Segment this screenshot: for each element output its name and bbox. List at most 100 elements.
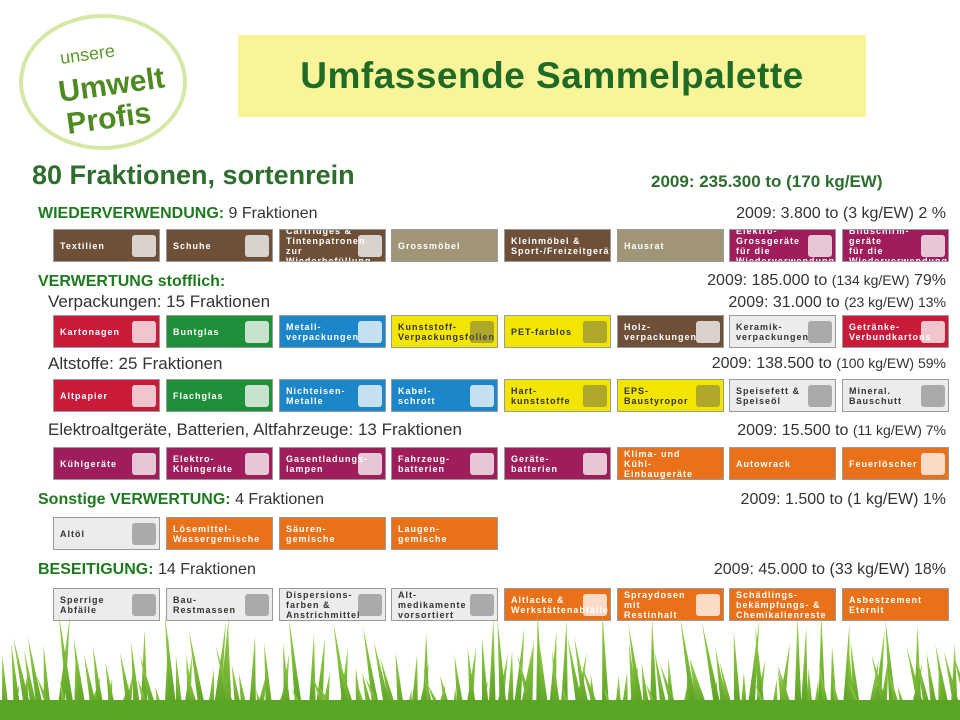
- subsection-altstoffe-stat-main: 2009: 138.500 to: [711, 355, 832, 372]
- grass-blade: [308, 633, 316, 720]
- glass-pane-icon: [245, 385, 269, 407]
- tile-label: EPS- Baustyropor: [624, 385, 689, 406]
- fridge-icon: [132, 453, 156, 475]
- section-beseitigung-title: BESEITIGUNG:: [38, 561, 154, 578]
- tile-label: Spraydosen mit Restinhalt: [624, 589, 686, 620]
- section-sonstige-heading: Sonstige VERWERTUNG: 4 Fraktionen: [38, 491, 324, 509]
- subsection-verpackungen-stat-small: (23 kg/EW) 13%: [844, 294, 946, 310]
- subsection-verpackungen-title: Verpackungen: 15 Fraktionen: [48, 292, 271, 311]
- grass-blade: [363, 626, 382, 720]
- subsection-verpackungen-stat: 2009: 31.000 to (23 kg/EW) 13%: [728, 294, 946, 312]
- tile-row5-3: Säuren- gemische: [279, 517, 386, 550]
- tile-label: Alt- medikamente vorsortiert: [398, 589, 467, 620]
- page-title: Umfassende Sammelpalette: [300, 55, 804, 96]
- tile-label: Getränke- Verbundkartons: [849, 321, 932, 342]
- tile-row4-7: Autowrack: [729, 447, 836, 480]
- tile-label: Cartridges & Tintenpatronen zur Wiederbe…: [286, 229, 372, 262]
- clothes-icon: [132, 235, 156, 257]
- washing-machine-icon: [808, 235, 832, 257]
- shoe-icon: [245, 235, 269, 257]
- tile-label: Geräte- batterien: [511, 453, 559, 474]
- grass-blade: [538, 637, 550, 720]
- hairdryer-icon: [245, 453, 269, 475]
- subtitle: 80 Fraktionen, sortenrein: [32, 160, 355, 190]
- section-verwertung-title: VERWERTUNG stofflich:: [38, 273, 226, 290]
- can-icon: [358, 321, 382, 343]
- section-wiederverwendung-count: 9 Fraktionen: [228, 205, 318, 222]
- tile-row6-5: Altlacke & Werkstättenabfälle: [504, 588, 611, 621]
- grass-blade: [872, 629, 885, 720]
- grass-blade: [701, 621, 724, 720]
- grass-blade: [650, 618, 658, 720]
- lamp-icon: [358, 453, 382, 475]
- grass-blade: [58, 613, 76, 720]
- drink-carton-icon: [921, 321, 945, 343]
- oil-can-icon: [132, 523, 156, 545]
- construction-icon: [245, 594, 269, 616]
- grass-blade: [733, 631, 742, 720]
- grass-blade: [794, 616, 802, 720]
- tile-row1-5: Kleinmöbel & Sport-/Freizeitgeräte: [504, 229, 611, 262]
- section-sonstige-count: 4 Fraktionen: [235, 491, 324, 508]
- grass-blade: [164, 613, 178, 720]
- bottle-icon: [245, 321, 269, 343]
- tile-label: Säuren- gemische: [286, 523, 336, 544]
- tile-label: Altpapier: [60, 390, 109, 401]
- grass-blade: [567, 637, 586, 720]
- tile-label: Kühlgeräte: [60, 458, 118, 469]
- tile-row4-5: Geräte- batterien: [504, 447, 611, 480]
- subsection-elektro-stat-main: 2009: 15.500 to: [737, 422, 849, 439]
- tile-row3-3: Nichteisen- Metalle: [279, 379, 386, 412]
- grass-blade: [73, 636, 88, 720]
- tile-row1-6: Hausrat: [617, 229, 724, 262]
- grass-blade: [512, 627, 525, 720]
- total-stat: 2009: 235.300 to (170 kg/EW): [651, 172, 883, 191]
- battery-icon: [583, 453, 607, 475]
- tile-row2-7: Keramik- verpackungen: [729, 315, 836, 348]
- tile-row1-8: Bildschirm- geräte für die Wiederverwend…: [842, 229, 949, 262]
- section-sonstige-stat: 2009: 1.500 to (1 kg/EW) 1%: [740, 491, 946, 508]
- section-sonstige-title: Sonstige VERWERTUNG:: [38, 491, 231, 508]
- tile-label: Metall- verpackungen: [286, 321, 360, 342]
- tile-label: PET-farblos: [511, 326, 573, 337]
- tile-row2-4: Kunststoff- Verpackungsfolien: [391, 315, 498, 348]
- section-verwertung-stat-pct: 79%: [913, 272, 946, 289]
- tile-label: Kabel- schrott: [398, 385, 436, 406]
- section-wiederverwendung-stat: 2009: 3.800 to (3 kg/EW) 2 %: [736, 205, 946, 222]
- extinguisher-icon: [921, 453, 945, 475]
- medicine-icon: [470, 594, 494, 616]
- tile-row3-7: Speisefett & Speiseöl: [729, 379, 836, 412]
- tile-row6-3: Dispersions- farben & Anstrichmittel: [279, 588, 386, 621]
- tile-row3-4: Kabel- schrott: [391, 379, 498, 412]
- grass-blade: [288, 618, 304, 720]
- tile-label: Schuhe: [173, 240, 212, 251]
- spray-can-icon: [696, 594, 720, 616]
- tile-label: Kleinmöbel & Sport-/Freizeitgeräte: [511, 235, 611, 256]
- section-wiederverwendung-title: WIEDERVERWENDUNG:: [38, 205, 225, 222]
- tile-row2-6: Holz- verpackungen: [617, 315, 724, 348]
- tile-label: Klima- und Kühl- Einbaugeräte: [624, 448, 694, 479]
- tile-row6-1: Sperrige Abfälle: [53, 588, 160, 621]
- paper-icon: [132, 385, 156, 407]
- ladder-icon: [358, 385, 382, 407]
- tile-row2-5: PET-farblos: [504, 315, 611, 348]
- tile-label: Elektro- Grossgeräte für die Wiederverwe…: [736, 229, 835, 262]
- tile-row3-1: Altpapier: [53, 379, 160, 412]
- cable-icon: [470, 385, 494, 407]
- tile-row6-8: Asbestzement Eternit: [842, 588, 949, 621]
- cartridge-icon: [358, 235, 382, 257]
- tile-row2-8: Getränke- Verbundkartons: [842, 315, 949, 348]
- grass-blade: [188, 630, 208, 720]
- grass-blade: [27, 636, 46, 720]
- grass-decoration: [0, 612, 960, 720]
- tile-label: Altlacke & Werkstättenabfälle: [511, 594, 609, 615]
- umweltprofis-logo: unsere Umwelt Profis: [19, 14, 187, 150]
- tile-row6-6: Spraydosen mit Restinhalt: [617, 588, 724, 621]
- tile-row1-1: Textilien: [53, 229, 160, 262]
- tile-row3-8: Mineral. Bauschutt: [842, 379, 949, 412]
- tile-label: Hausrat: [624, 240, 665, 251]
- grass-blade: [212, 621, 227, 720]
- subsection-elektro-stat-small: (11 kg/EW) 7%: [852, 422, 946, 438]
- subsection-verpackungen-stat-main: 2009: 31.000 to: [728, 294, 840, 311]
- tile-label: Elektro- Kleingeräte: [173, 453, 234, 474]
